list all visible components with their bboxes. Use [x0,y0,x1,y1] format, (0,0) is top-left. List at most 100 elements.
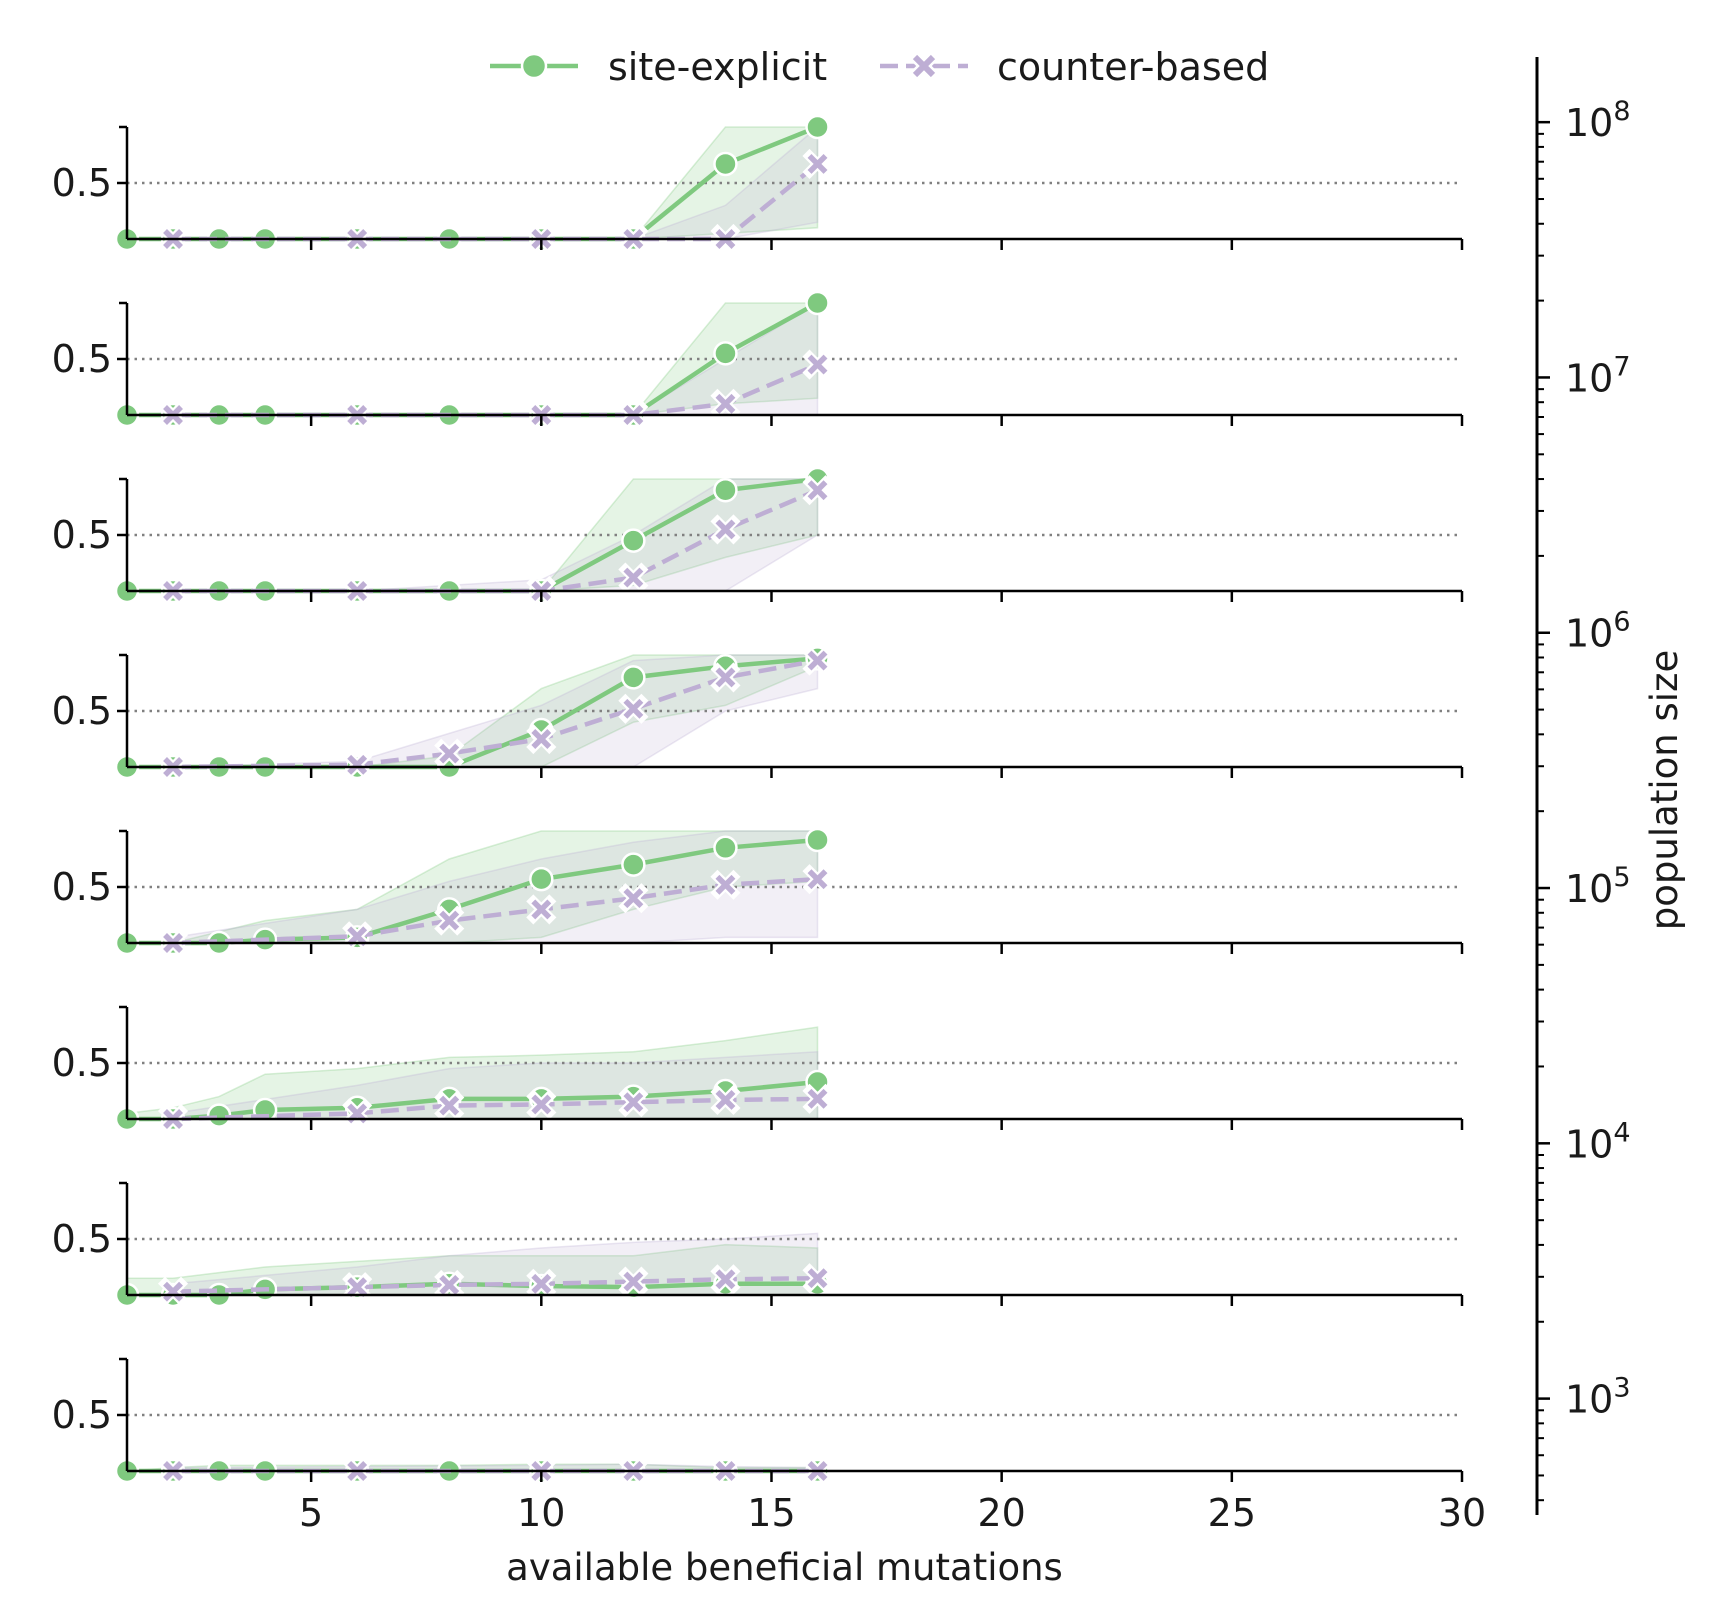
marker-counter-based [710,388,741,419]
right-tick-exponent: 8 [1613,96,1630,127]
legend: site-explicit counter-based [490,45,1269,89]
line-counter-based [173,488,819,594]
marker-counter-based [526,723,557,755]
x-tick-labels: 5 10 15 20 25 30 [299,1491,1486,1535]
right-tick-exponent: 3 [1613,1373,1630,1404]
marker-counter-based [710,1264,741,1295]
marker-site-explicit [713,835,738,861]
marker-x [715,1269,736,1290]
marker-counter-based [618,1087,649,1118]
marker-counter-based [802,475,833,506]
marker-counter-based [710,1084,741,1116]
right-tick-exponent: 5 [1613,862,1630,893]
marker-counter-based [618,693,649,724]
marker-counter-based [802,864,833,895]
marker-site-explicit [621,665,646,690]
panel-3: 0.5 [52,466,1464,607]
y-tick-label: 0.5 [52,513,112,557]
marker-x [623,1271,644,1292]
marker-counter-based [434,1090,465,1121]
panel-2: 0.5 [52,290,1464,431]
legend-marker-site-explicit [520,52,548,80]
x-tick-label: 20 [977,1491,1025,1535]
marker-x [439,743,460,764]
right-tick-label: 104 [1565,1117,1631,1166]
marker-site-explicit [621,528,646,553]
right-tick-exponent: 4 [1613,1117,1630,1148]
marker-x [807,1088,828,1109]
marker-counter-based [434,738,465,769]
marker-counter-based [434,905,465,936]
marker-counter-based [526,894,557,925]
right-axis-label: population size [1643,650,1686,930]
marker-x [807,650,828,671]
y-tick-label: 0.5 [52,337,112,381]
marker-site-explicit [805,114,830,140]
y-tick-label: 0.5 [52,865,112,909]
marker-counter-based [802,1083,833,1114]
marker-counter-based [802,148,833,180]
marker-counter-based [802,1263,833,1294]
panel-1: 0.5 [52,114,1464,255]
y-tick-label: 0.5 [52,1393,112,1437]
marker-counter-based [802,349,833,380]
marker-x [623,1092,644,1113]
marker-x [807,354,828,375]
marker-x [807,869,828,890]
marker-x [531,1094,552,1115]
marker-x [715,519,736,540]
marker-site-explicit [713,477,738,503]
y-tick-label: 0.5 [52,1217,112,1261]
marker-x [531,729,552,749]
x-tick-label: 30 [1438,1491,1486,1535]
right-tick-exponent: 7 [1613,351,1630,382]
marker-counter-based [342,1272,373,1303]
panel-6: 0.5 [52,1005,1464,1135]
legend-label-site-explicit: site-explicit [608,45,827,89]
marker-x [715,667,736,688]
panel-4: 0.5 [52,645,1464,783]
marker-x [807,1268,828,1289]
marker-x [807,154,828,174]
panel-7: 0.5 [52,1181,1464,1308]
marker-site-explicit [621,852,646,877]
panels-group: 0.5 0.5 0.5 0.5 0.5 0.5 0.5 0.5 [52,114,1464,1487]
right-tick-label: 107 [1565,351,1631,400]
marker-x [439,1095,460,1116]
marker-x [623,888,644,909]
marker-x [531,1273,552,1294]
marker-counter-based [802,645,833,676]
marker-site-explicit [805,827,830,853]
marker-counter-based [434,1269,465,1300]
line-counter-based [173,162,819,242]
x-axis-label: available beneficial mutations [506,1546,1063,1589]
x-tick-label: 15 [747,1491,795,1535]
marker-x [715,874,736,895]
panel-8: 0.5 [52,1357,1464,1487]
marker-counter-based [526,1089,557,1120]
marker-counter-based [157,1276,189,1307]
marker-x [163,1281,183,1302]
marker-counter-based [710,662,741,693]
marker-counter-based [618,1266,649,1297]
marker-counter-based [618,562,649,593]
marker-site-explicit [805,290,830,316]
marker-counter-based [342,921,373,952]
marker-x [715,393,736,414]
marker-x [439,910,460,931]
marker-x [347,926,368,947]
y-tick-label: 0.5 [52,1041,112,1085]
marker-counter-based [526,1268,557,1299]
x-tick-label: 10 [517,1491,565,1535]
legend-label-counter-based: counter-based [997,45,1269,89]
marker-x [347,754,368,775]
right-tick-label: 106 [1565,607,1631,656]
marker-site-explicit [713,151,738,177]
y-tick-label: 0.5 [52,161,112,205]
legend-marker-counter-based [912,54,936,78]
panel-5: 0.5 [52,827,1464,959]
right-tick-label: 105 [1565,862,1631,911]
marker-x [439,1274,460,1295]
marker-site-explicit [529,866,554,892]
